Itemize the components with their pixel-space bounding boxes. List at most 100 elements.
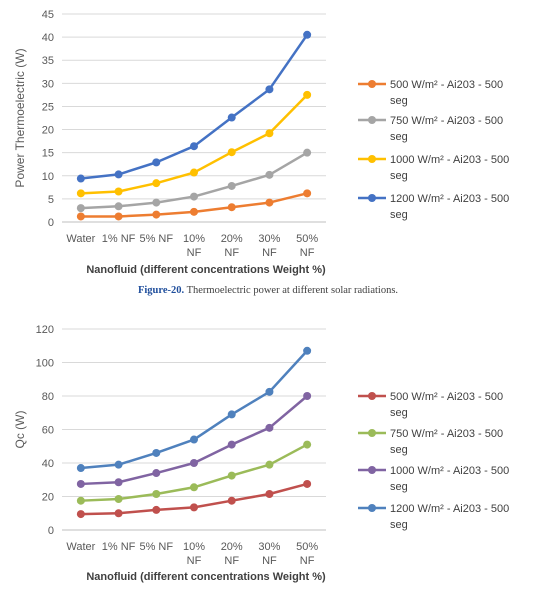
data-point xyxy=(152,210,161,219)
x-tick-label: 10% NF xyxy=(183,541,205,567)
data-point xyxy=(114,509,123,518)
data-point xyxy=(152,505,161,514)
data-point xyxy=(152,158,161,167)
data-point xyxy=(114,212,123,221)
y-axis-label: Qc (W) xyxy=(13,411,27,449)
legend-marker xyxy=(368,466,376,474)
y-tick-label: 120 xyxy=(36,324,54,336)
y-tick-label: 60 xyxy=(42,425,54,437)
legend-marker xyxy=(368,116,376,124)
x-axis-label: Nanofluid (different concentrations Weig… xyxy=(86,264,326,276)
caption-text: Thermoelectric power at different solar … xyxy=(184,285,398,296)
data-point xyxy=(152,448,161,457)
data-point xyxy=(303,392,312,400)
data-point xyxy=(152,179,161,188)
data-point xyxy=(190,459,198,467)
x-tick-label: Water xyxy=(66,233,95,245)
data-point xyxy=(114,495,123,504)
data-point xyxy=(265,85,274,94)
x-axis-label: Nanofluid (different concentrations Weig… xyxy=(86,571,326,583)
data-point xyxy=(76,212,85,221)
legend-label: 500 W/m² - Ai203 - 500 seg xyxy=(390,79,503,107)
data-point xyxy=(152,469,161,478)
data-point xyxy=(76,464,85,473)
y-tick-label: 0 xyxy=(48,217,54,229)
legend-label: 1000 W/m² - Ai203 - 500 seg xyxy=(390,465,509,493)
data-point xyxy=(265,423,274,432)
data-point xyxy=(303,479,312,488)
data-point xyxy=(190,503,198,512)
data-point xyxy=(265,170,274,179)
data-point xyxy=(114,187,123,196)
y-tick-label: 100 xyxy=(36,358,54,370)
data-point xyxy=(190,207,198,216)
data-point xyxy=(76,479,85,488)
legend-label: 1200 W/m² - Ai203 - 500 seg xyxy=(390,503,509,531)
x-tick-label: 30% NF xyxy=(258,233,280,259)
y-tick-label: 5 xyxy=(48,194,54,206)
data-point xyxy=(303,440,312,449)
data-point xyxy=(265,460,274,469)
y-tick-label: 40 xyxy=(42,458,54,470)
legend-marker xyxy=(368,155,376,163)
data-point xyxy=(227,496,236,505)
data-point xyxy=(190,142,198,151)
y-tick-label: 30 xyxy=(42,78,54,90)
x-tick-label: 30% NF xyxy=(258,541,280,567)
qc-chart: 0 20 40 60 80 100 120 Water 1% NF 5% NF 10% NF 20% NF… xyxy=(13,324,509,583)
data-point xyxy=(190,483,198,492)
y-tick-label: 20 xyxy=(42,125,54,137)
x-tick-label: 50% NF xyxy=(296,541,318,567)
y-tick-label: 15 xyxy=(42,148,54,160)
data-point xyxy=(114,202,123,211)
y-tick-label: 10 xyxy=(42,171,54,183)
y-tick-label: 0 xyxy=(48,525,54,537)
data-point xyxy=(303,90,312,99)
legend-label: 750 W/m² - Ai203 - 500 seg xyxy=(390,428,503,456)
data-point xyxy=(152,198,161,207)
legend-label: 1000 W/m² - Ai203 - 500 seg xyxy=(390,154,509,182)
legend-marker xyxy=(368,429,376,437)
y-tick-label: 20 xyxy=(42,492,54,504)
x-tick-label: 5% NF xyxy=(139,233,173,245)
y-tick-label: 35 xyxy=(42,55,54,67)
power-thermoelectric-chart: 0 5 10 15 20 25 30 35 40 45 Water 1% NF 5% NF 10% NF 20… xyxy=(13,9,509,276)
data-point xyxy=(76,204,85,213)
data-point xyxy=(227,440,236,449)
x-tick-label: 1% NF xyxy=(102,233,136,245)
data-point xyxy=(114,478,123,487)
data-point xyxy=(265,129,274,138)
caption-label: Figure-20. xyxy=(138,285,185,296)
data-point xyxy=(303,148,312,157)
y-tick-label: 45 xyxy=(42,9,54,21)
x-tick-label: 1% NF xyxy=(102,541,136,553)
data-point xyxy=(303,189,312,198)
data-point xyxy=(76,510,85,519)
legend-marker xyxy=(368,504,376,512)
data-point xyxy=(114,460,123,469)
y-tick-label: 40 xyxy=(42,32,54,44)
data-point xyxy=(227,410,236,419)
data-point xyxy=(190,192,198,201)
data-point xyxy=(227,148,236,157)
legend-marker xyxy=(368,392,376,400)
legend-label: 750 W/m² - Ai203 - 500 seg xyxy=(390,115,503,143)
data-point xyxy=(76,496,85,505)
series-line xyxy=(79,349,309,470)
data-point xyxy=(76,174,85,183)
data-point xyxy=(190,435,198,444)
figure-caption: Figure-20. Thermoelectric power at diffe… xyxy=(138,285,398,296)
legend-label: 1200 W/m² - Ai203 - 500 seg xyxy=(390,193,509,221)
legend-label: 500 W/m² - Ai203 - 500 seg xyxy=(390,391,503,419)
data-point xyxy=(227,471,236,480)
legend-marker xyxy=(368,80,376,88)
data-point xyxy=(265,489,274,498)
y-tick-label: 25 xyxy=(42,101,54,113)
x-tick-label: Water xyxy=(66,541,95,553)
data-point xyxy=(76,189,85,198)
data-point xyxy=(227,203,236,212)
x-tick-label: 5% NF xyxy=(139,541,173,553)
data-point xyxy=(114,170,123,179)
x-tick-label: 20% NF xyxy=(221,233,243,259)
